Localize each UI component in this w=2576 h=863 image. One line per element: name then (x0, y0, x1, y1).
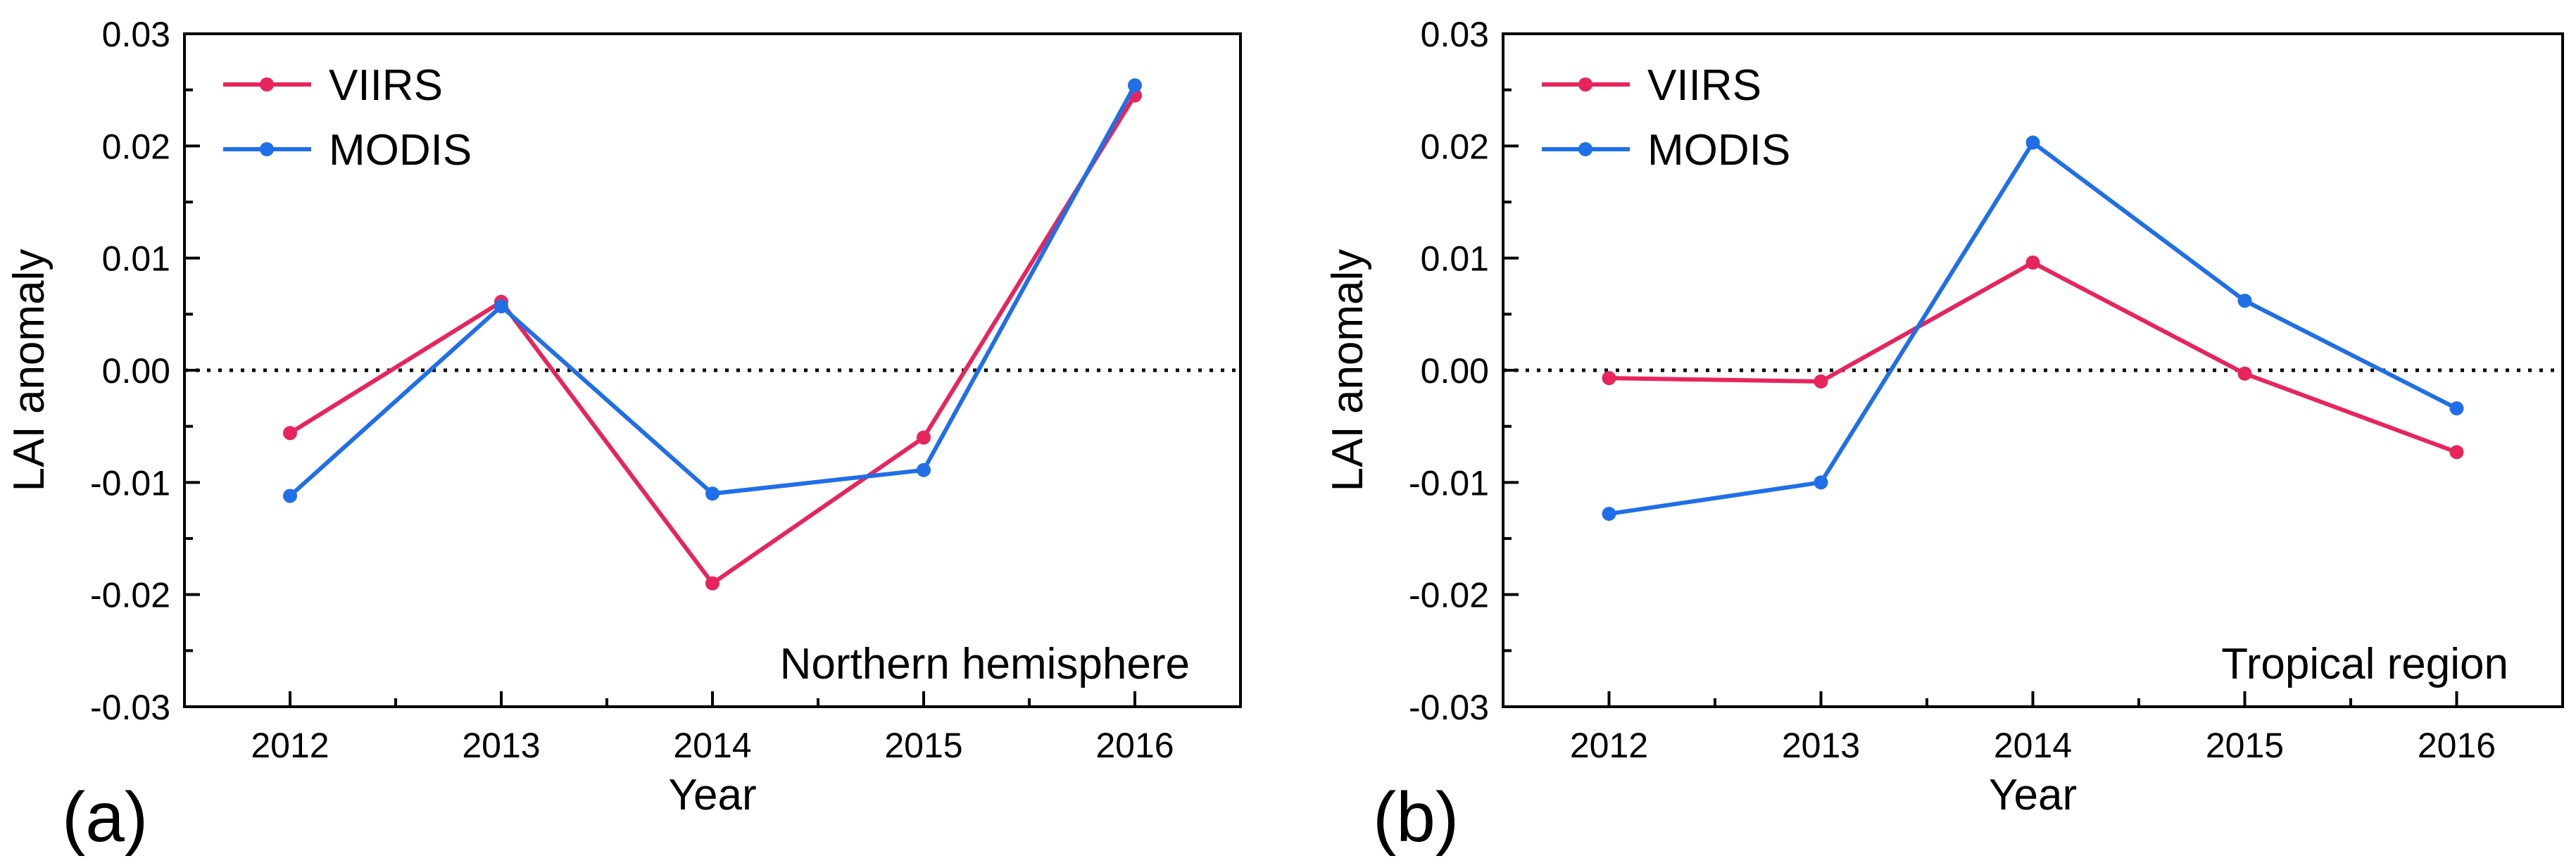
y-tick-label: -0.02 (1409, 576, 1489, 615)
data-point-modis (283, 489, 297, 503)
y-tick-label: -0.03 (90, 688, 170, 727)
y-axis-title: LAI anomaly (1324, 249, 1372, 492)
y-tick-label: 0.02 (102, 127, 170, 166)
legend-marker-viirs (1578, 77, 1592, 92)
series-line-viirs (1609, 260, 2458, 455)
x-tick-label: 2016 (1095, 726, 1174, 765)
plot-frame (1502, 32, 2564, 708)
legend-marker-modis (1578, 142, 1592, 156)
x-tick-label: 2013 (462, 726, 540, 765)
y-tick-label: 0.02 (1421, 127, 1489, 166)
x-tick-label: 2015 (884, 726, 962, 765)
y-tick-label: -0.02 (90, 576, 170, 615)
y-tick-label: -0.01 (1409, 463, 1489, 503)
plot-frame (183, 32, 1242, 708)
y-tick-label: 0.03 (1421, 15, 1489, 54)
x-tick-label: 2016 (2418, 726, 2496, 765)
legend-marker-viirs (260, 77, 274, 92)
y-tick-label: 0.03 (102, 15, 170, 54)
data-point-modis (1814, 475, 1828, 490)
y-tick-label: -0.03 (1409, 688, 1489, 727)
x-axis-title: Year (668, 771, 756, 819)
legend-label-viirs: VIIRS (329, 61, 443, 110)
series-line-modis (1609, 140, 2458, 516)
data-point-modis (2237, 294, 2252, 308)
data-point-modis (1128, 78, 1142, 93)
x-tick-label: 2015 (2206, 726, 2284, 765)
legend-marker-modis (260, 142, 274, 156)
data-point-modis (1602, 506, 1616, 521)
x-axis-title: Year (1989, 771, 2077, 819)
data-point-viirs (2025, 256, 2040, 270)
data-point-modis (705, 486, 720, 501)
x-tick-label: 2012 (251, 726, 329, 765)
x-tick-label: 2014 (673, 726, 751, 765)
data-point-viirs (917, 430, 931, 445)
data-point-viirs (283, 426, 297, 441)
legend-label-modis: MODIS (329, 126, 472, 175)
x-tick-label: 2012 (1570, 726, 1648, 765)
y-tick-label: 0.00 (1421, 351, 1489, 391)
panel-label: (b) (1373, 778, 1459, 857)
panel-b: 0.03 0.02 0.01 0.00 -0.01 -0.02 -0.03 2012 2013 2… (1324, 15, 2564, 857)
data-point-modis (494, 299, 508, 314)
data-point-viirs (1814, 374, 1828, 389)
data-point-modis (917, 462, 931, 477)
panel-label: (a) (62, 778, 148, 857)
data-point-viirs (2449, 445, 2464, 460)
panel-a: 0.03 0.02 0.01 0.00 -0.01 -0.02 -0.03 2012 2013 2… (5, 15, 1242, 857)
y-tick-label: 0.01 (1421, 239, 1489, 279)
y-tick-label: 0.01 (102, 239, 170, 279)
y-tick-label: 0.00 (102, 351, 170, 391)
data-point-viirs (2237, 366, 2252, 381)
x-tick-label: 2013 (1782, 726, 1860, 765)
region-annotation: Tropical region (2221, 640, 2508, 688)
region-annotation: Northern hemisphere (780, 640, 1190, 688)
legend-label-modis: MODIS (1647, 126, 1790, 175)
y-tick-label: -0.01 (90, 463, 170, 503)
data-point-viirs (1602, 371, 1616, 386)
data-point-modis (2449, 401, 2464, 416)
y-axis-title: LAI anomaly (5, 249, 54, 492)
x-tick-label: 2014 (1994, 726, 2072, 765)
data-point-modis (2025, 135, 2040, 150)
legend-label-viirs: VIIRS (1647, 61, 1761, 110)
data-point-viirs (705, 576, 720, 591)
